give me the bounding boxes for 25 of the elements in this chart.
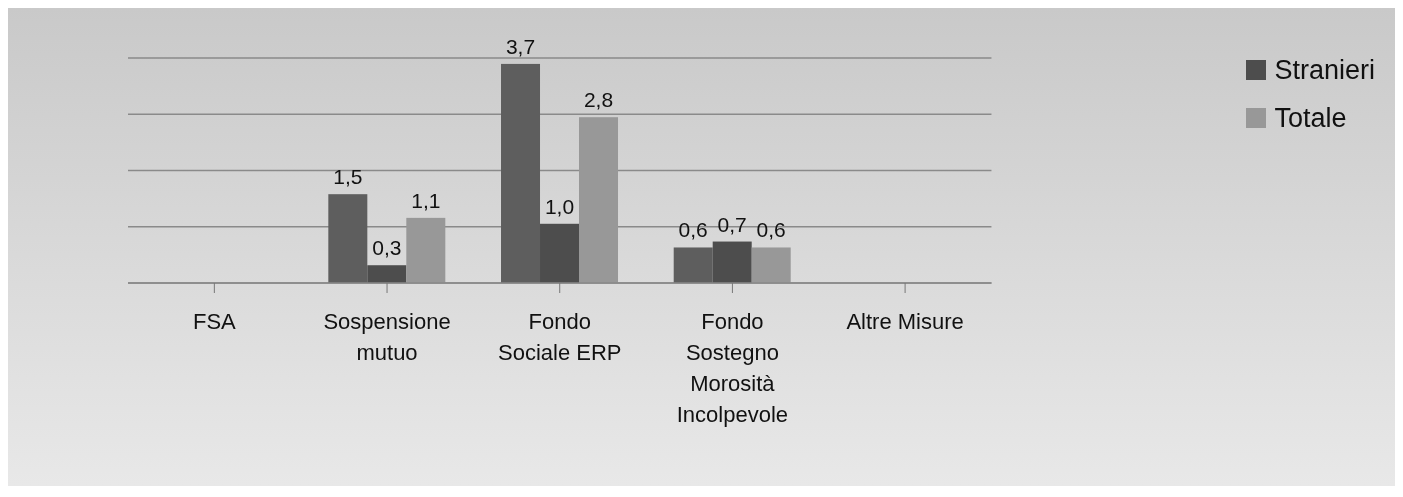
bar [751,247,791,283]
x-tick-label: Sospensione mutuo [323,309,451,365]
data-label: 0,3 [372,236,402,260]
legend-label: Totale [1274,102,1347,134]
data-label: 0,6 [756,218,786,242]
data-label: 1,1 [411,188,441,212]
data-label: 0,7 [717,212,747,236]
bar [367,265,407,283]
x-tick-label: Fondo Sociale ERP [497,309,622,365]
x-tick-label: FSA [192,309,237,334]
bar [579,117,619,283]
data-label: 2,8 [583,88,614,112]
legend-label: Stranieri [1274,54,1375,86]
bar [712,241,752,283]
bar [501,63,541,283]
bar [406,217,446,283]
data-label: 0,6 [678,218,708,242]
bar [328,194,368,283]
bar [540,223,580,283]
x-tick-label: Altre Misure [846,309,964,334]
x-tick-label: Fondo Sostegno Morosità Incolpevole [676,309,789,427]
data-label: 1,5 [333,165,363,189]
data-label: 1,0 [544,194,575,218]
data-label: 3,7 [505,34,536,58]
bar [673,247,713,283]
